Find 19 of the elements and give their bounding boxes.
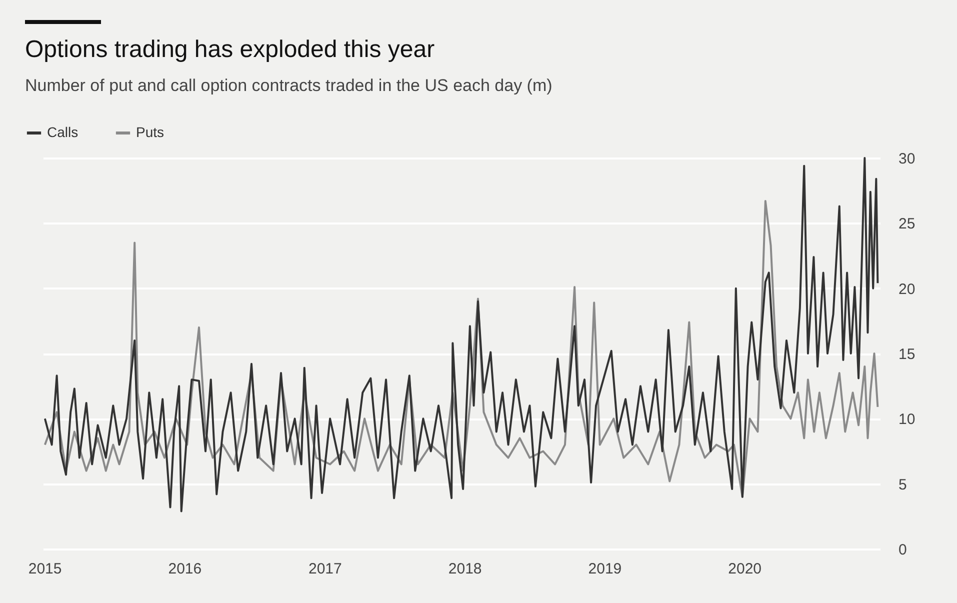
- x-tick-label: 2019: [588, 560, 622, 578]
- legend-label: Puts: [136, 124, 164, 140]
- x-tick-label: 2018: [448, 560, 482, 578]
- y-tick-label: 20: [898, 280, 916, 298]
- y-tick-label: 10: [898, 411, 916, 428]
- chart-title: Options trading has exploded this year: [25, 36, 435, 63]
- x-tick-label: 2016: [168, 560, 202, 578]
- y-tick-label: 0: [898, 542, 907, 558]
- line-series: [44, 157, 879, 512]
- y-tick-label: 5: [898, 476, 907, 494]
- chart-subtitle: Number of put and call option contracts traded in the US each day (m): [25, 76, 552, 95]
- x-tick-label: 2020: [728, 560, 762, 578]
- y-tick-label: 30: [898, 150, 916, 168]
- x-tick-label: 2017: [308, 560, 342, 578]
- line-series: [44, 200, 879, 498]
- x-tick-label: 2015: [28, 560, 62, 578]
- y-tick-label: 15: [898, 346, 916, 363]
- legend-label: Calls: [47, 124, 78, 140]
- y-tick-label: 25: [898, 216, 916, 233]
